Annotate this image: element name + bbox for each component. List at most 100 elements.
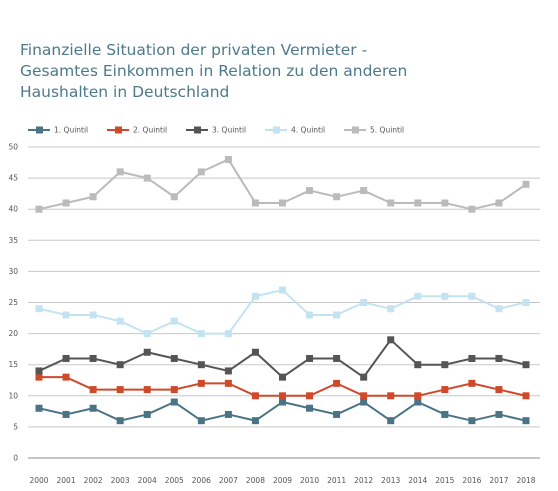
data-point	[62, 373, 70, 381]
y-tick-label: 35	[8, 236, 18, 245]
data-point	[495, 199, 503, 207]
y-tick-label: 50	[8, 143, 18, 152]
x-tick-label: 2015	[435, 476, 454, 485]
data-point	[35, 373, 43, 381]
data-point	[495, 410, 503, 418]
data-point	[62, 354, 70, 362]
y-tick-label: 10	[8, 391, 18, 400]
y-tick-label: 40	[8, 205, 18, 214]
data-point	[495, 386, 503, 394]
chart-title-line-1: Finanzielle Situation der privaten Vermi…	[20, 41, 368, 59]
data-point	[468, 417, 476, 425]
data-point	[143, 348, 151, 356]
series-3	[35, 336, 530, 381]
data-point	[197, 417, 205, 425]
x-tick-label: 2014	[408, 476, 427, 485]
x-tick-label: 2016	[462, 476, 481, 485]
data-point	[522, 392, 530, 400]
data-point	[441, 292, 449, 300]
data-point	[89, 354, 97, 362]
legend-label: 5. Quintil	[370, 126, 404, 135]
legend-marker	[115, 126, 122, 134]
data-point	[306, 187, 314, 195]
x-tick-label: 2008	[246, 476, 265, 485]
x-tick-label: 2003	[111, 476, 130, 485]
data-point	[522, 417, 530, 425]
x-tick-label: 2001	[57, 476, 76, 485]
x-tick-label: 2005	[165, 476, 184, 485]
data-point	[414, 199, 422, 207]
x-tick-label: 2002	[84, 476, 103, 485]
data-point	[468, 379, 476, 387]
chart-title-line-2: Gesamtes Einkommen in Relation zu den an…	[20, 62, 408, 80]
data-point	[89, 193, 97, 201]
data-point	[62, 199, 70, 207]
x-tick-label: 2010	[300, 476, 319, 485]
x-tick-label: 2018	[516, 476, 535, 485]
x-tick-label: 2017	[489, 476, 508, 485]
data-point	[35, 367, 43, 375]
data-point	[360, 373, 368, 381]
data-point	[387, 417, 395, 425]
data-point	[35, 205, 43, 213]
data-point	[333, 410, 341, 418]
data-point	[170, 354, 178, 362]
data-point	[360, 299, 368, 306]
data-point	[116, 361, 124, 369]
data-point	[279, 392, 286, 400]
data-point	[62, 410, 70, 418]
data-point	[143, 330, 151, 338]
legend-item-3: 3. Quintil	[186, 126, 246, 135]
data-point	[35, 404, 43, 412]
y-tick-label: 45	[8, 174, 18, 183]
legend-label: 4. Quintil	[291, 126, 325, 135]
data-point	[170, 317, 178, 325]
data-point	[468, 354, 476, 362]
legend-marker	[352, 126, 359, 134]
data-point	[387, 392, 395, 400]
data-point	[35, 305, 43, 313]
data-point	[224, 155, 232, 163]
series-1	[35, 398, 530, 425]
y-axis: 0 5 10 15 20 25 30 35 40 45 50	[8, 143, 18, 463]
data-point	[279, 398, 286, 406]
chart-grid	[28, 146, 540, 459]
data-point	[279, 199, 286, 207]
legend-marker	[36, 126, 43, 134]
data-point	[224, 367, 232, 375]
data-point	[143, 386, 151, 394]
data-point	[116, 417, 124, 425]
series-4	[35, 286, 530, 338]
data-point	[143, 410, 151, 418]
chart-legend: 1. Quintil 2. Quintil 3. Quintil 4. Quintil…	[28, 126, 404, 135]
data-point	[414, 292, 422, 300]
data-point	[414, 398, 422, 406]
x-tick-label: 2004	[138, 476, 157, 485]
y-tick-label: 20	[8, 329, 18, 338]
legend-marker	[273, 126, 280, 134]
data-point	[251, 292, 259, 300]
data-point	[224, 330, 232, 338]
data-point	[116, 317, 124, 325]
data-point	[360, 187, 368, 195]
x-tick-label: 2000	[29, 476, 48, 485]
data-point	[495, 354, 503, 362]
data-point	[170, 386, 178, 394]
data-point	[468, 205, 476, 213]
x-axis: 2000 2001 2002 2003 2004 2005 2006 2007 2008 2009…	[29, 476, 535, 485]
data-point	[143, 174, 151, 182]
data-point	[360, 392, 368, 400]
chart-title: Finanzielle Situation der privaten Vermi…	[20, 40, 550, 103]
y-tick-label: 25	[8, 298, 18, 307]
data-point	[279, 286, 286, 294]
legend-label: 3. Quintil	[212, 126, 246, 135]
data-point	[62, 311, 70, 319]
data-point	[197, 168, 205, 176]
x-tick-label: 2011	[327, 476, 346, 485]
data-point	[116, 386, 124, 394]
data-point	[251, 199, 259, 207]
x-tick-label: 2009	[273, 476, 292, 485]
data-point	[89, 311, 97, 319]
x-tick-label: 2007	[219, 476, 238, 485]
